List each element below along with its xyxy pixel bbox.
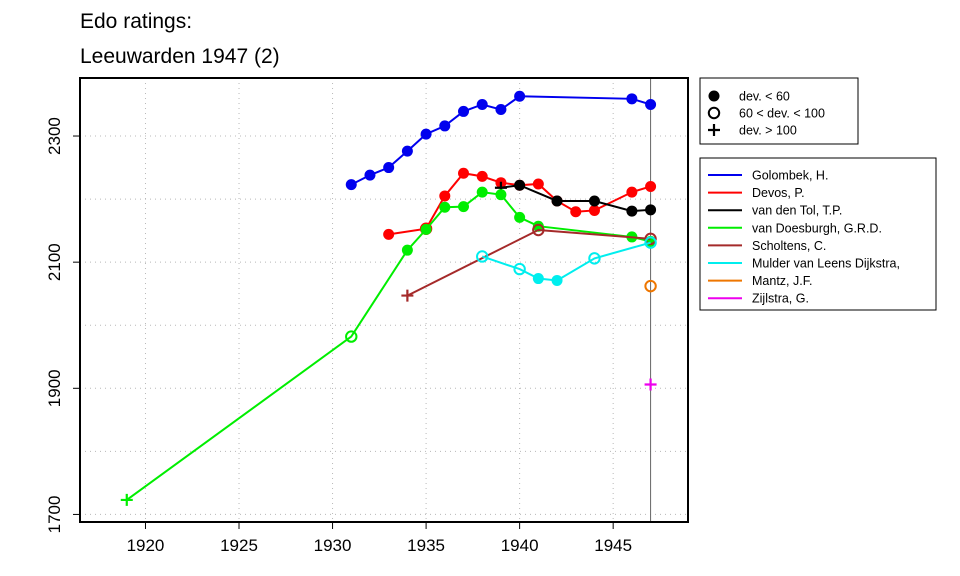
y-tick-label: 2100 bbox=[45, 243, 64, 281]
plot-frame bbox=[79, 77, 689, 523]
data-point bbox=[420, 223, 432, 235]
legend-marker-open bbox=[707, 106, 721, 120]
data-point bbox=[645, 180, 657, 192]
series-van-den-tol-t-p bbox=[494, 179, 657, 217]
x-tick-label: 1925 bbox=[220, 536, 258, 555]
series-line bbox=[481, 241, 651, 282]
series-zijlstra-g bbox=[644, 378, 657, 391]
legend-entry-van-den-tol-t-p: van den Tol, T.P. bbox=[752, 204, 842, 218]
legend-marker-plus bbox=[708, 124, 720, 136]
data-point bbox=[458, 105, 470, 117]
legend-entry-devos-p: Devos, P. bbox=[752, 186, 805, 200]
chart-title-line-2: Leeuwarden 1947 (2) bbox=[80, 45, 280, 68]
data-point bbox=[513, 262, 526, 276]
data-point bbox=[532, 273, 544, 285]
data-point bbox=[532, 178, 544, 190]
data-point bbox=[476, 98, 488, 110]
marker-legend-label: dev. < 60 bbox=[739, 90, 790, 104]
data-point bbox=[645, 98, 657, 110]
data-point bbox=[364, 169, 376, 181]
data-point bbox=[514, 90, 526, 102]
series-line bbox=[126, 191, 651, 501]
data-point bbox=[495, 189, 507, 201]
data-point bbox=[644, 378, 657, 391]
data-point bbox=[514, 211, 526, 223]
x-tick-label: 1930 bbox=[314, 536, 352, 555]
series-mantz-j-f bbox=[644, 279, 657, 293]
data-point bbox=[532, 223, 545, 237]
data-point bbox=[644, 232, 657, 246]
legend-entry-mulder-van-leens-dijkstra: Mulder van Leens Dijkstra, bbox=[752, 257, 900, 271]
y-tick-label: 2300 bbox=[45, 117, 64, 155]
marker-legend: dev. < 60 60 < dev. < 100 dev. > 100 bbox=[699, 77, 859, 145]
data-point bbox=[551, 274, 563, 286]
x-tick-label: 1920 bbox=[127, 536, 165, 555]
legend-entry-scholtens-c: Scholtens, C. bbox=[752, 239, 826, 253]
data-point bbox=[458, 201, 470, 213]
data-point bbox=[476, 186, 488, 198]
data-point bbox=[401, 289, 414, 302]
data-point bbox=[476, 170, 488, 182]
data-point bbox=[401, 244, 413, 256]
marker-legend-label: 60 < dev. < 100 bbox=[739, 107, 825, 121]
legend-entry-zijlstra-g: Zijlstra, G. bbox=[752, 292, 809, 306]
data-point bbox=[551, 195, 563, 207]
data-point bbox=[626, 186, 638, 198]
data-point bbox=[420, 128, 432, 140]
x-tick-label: 1940 bbox=[501, 536, 539, 555]
y-tick-label: 1700 bbox=[45, 496, 64, 534]
series-legend-box bbox=[699, 157, 937, 311]
legend-marker-filled bbox=[708, 90, 720, 102]
data-point bbox=[383, 228, 395, 240]
chart-title-line-1: Edo ratings: bbox=[80, 10, 192, 33]
series-legend: Golombek, H. Devos, P. van den Tol, T.P. va… bbox=[699, 157, 937, 311]
data-point bbox=[345, 330, 358, 343]
data-point bbox=[458, 167, 470, 179]
data-point bbox=[532, 220, 544, 232]
legend-entry-mantz-j-f: Mantz, J.F. bbox=[752, 274, 812, 288]
data-point bbox=[383, 162, 395, 174]
data-point bbox=[476, 250, 489, 263]
data-point bbox=[120, 493, 133, 506]
data-point bbox=[645, 204, 657, 216]
data-point bbox=[588, 252, 601, 265]
series-golombek-h bbox=[345, 90, 657, 191]
data-point bbox=[644, 279, 657, 293]
series-layer bbox=[120, 90, 657, 506]
x-tick-label: 1945 bbox=[594, 536, 632, 555]
data-point bbox=[401, 145, 413, 157]
x-tick-label: 1935 bbox=[407, 536, 445, 555]
data-point bbox=[439, 120, 451, 132]
series-van-doesburgh-g-r-d bbox=[120, 186, 657, 506]
axes: 1920 1925 1930 1935 1940 1945 1700 1900 2100 2300 bbox=[45, 117, 632, 555]
marker-legend-box bbox=[699, 77, 859, 145]
grid-lines bbox=[80, 78, 688, 522]
data-point bbox=[514, 179, 526, 191]
marker-legend-label: dev. > 100 bbox=[739, 124, 797, 138]
data-point bbox=[644, 236, 657, 249]
data-point bbox=[570, 206, 582, 218]
data-point bbox=[439, 201, 451, 213]
data-point bbox=[626, 93, 638, 105]
y-tick-label: 1900 bbox=[45, 369, 64, 407]
legend-entry-van-doesburgh-g-r-d: van Doesburgh, G.R.D. bbox=[752, 221, 882, 235]
data-point bbox=[626, 205, 638, 217]
series-mulder-van-leens-dijkstra bbox=[476, 236, 657, 286]
data-point bbox=[588, 204, 600, 216]
series-line bbox=[406, 228, 651, 297]
data-point bbox=[588, 195, 600, 207]
data-point bbox=[345, 179, 357, 191]
data-point bbox=[495, 104, 507, 116]
series-scholtens-c bbox=[401, 223, 657, 302]
data-point bbox=[439, 190, 451, 202]
legend-entry-golombek-h: Golombek, H. bbox=[752, 169, 828, 183]
